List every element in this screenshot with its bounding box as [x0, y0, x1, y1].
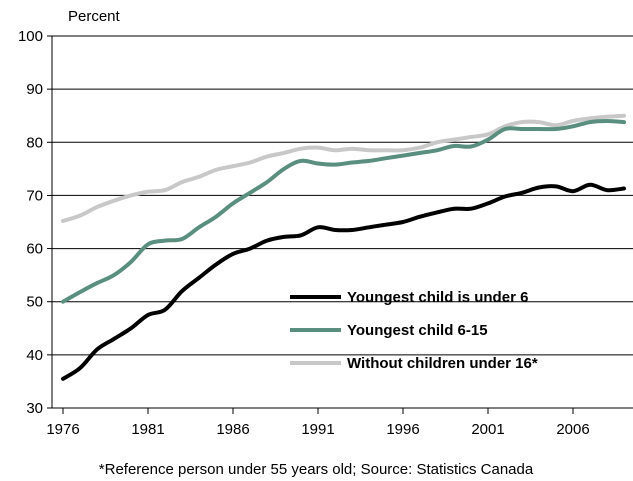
x-tick-label-1976: 1976	[46, 421, 79, 438]
y-tick-label-90: 90	[26, 81, 43, 98]
y-axis-ticks: 30 40 50 60 70 80 90 100	[18, 28, 52, 417]
y-tick-label-30: 30	[26, 400, 43, 417]
x-tick-label-1991: 1991	[301, 421, 334, 438]
y-tick-label-70: 70	[26, 187, 43, 204]
series-lines	[61, 113, 626, 381]
y-tick-label-80: 80	[26, 134, 43, 151]
y-tick-label-40: 40	[26, 347, 43, 364]
x-tick-label-2006: 2006	[556, 421, 589, 438]
x-tick-label-1986: 1986	[216, 421, 249, 438]
x-tick-label-1981: 1981	[131, 421, 164, 438]
legend-label-under-6: Youngest child is under 6	[347, 289, 528, 306]
x-tick-label-1996: 1996	[386, 421, 419, 438]
y-tick-label-100: 100	[18, 28, 43, 45]
series-line-1	[61, 119, 626, 304]
legend-label-without-children: Without children under 16*	[347, 355, 538, 372]
x-tick-label-2001: 2001	[471, 421, 504, 438]
footnote: *Reference person under 55 years old; So…	[99, 461, 534, 478]
series-line-0	[61, 182, 626, 381]
legend: Youngest child is under 6 Youngest child…	[290, 289, 538, 372]
axes	[51, 36, 633, 409]
series-line-2	[61, 113, 626, 223]
x-axis-ticks: 1976 1981 1986 1991 1996 2001 2006	[46, 408, 590, 438]
y-gridlines	[52, 35, 633, 356]
y-tick-label-50: 50	[26, 294, 43, 311]
y-axis-label: Percent	[68, 8, 121, 25]
y-tick-label-60: 60	[26, 241, 43, 258]
legend-label-6-15: Youngest child 6-15	[347, 322, 488, 339]
